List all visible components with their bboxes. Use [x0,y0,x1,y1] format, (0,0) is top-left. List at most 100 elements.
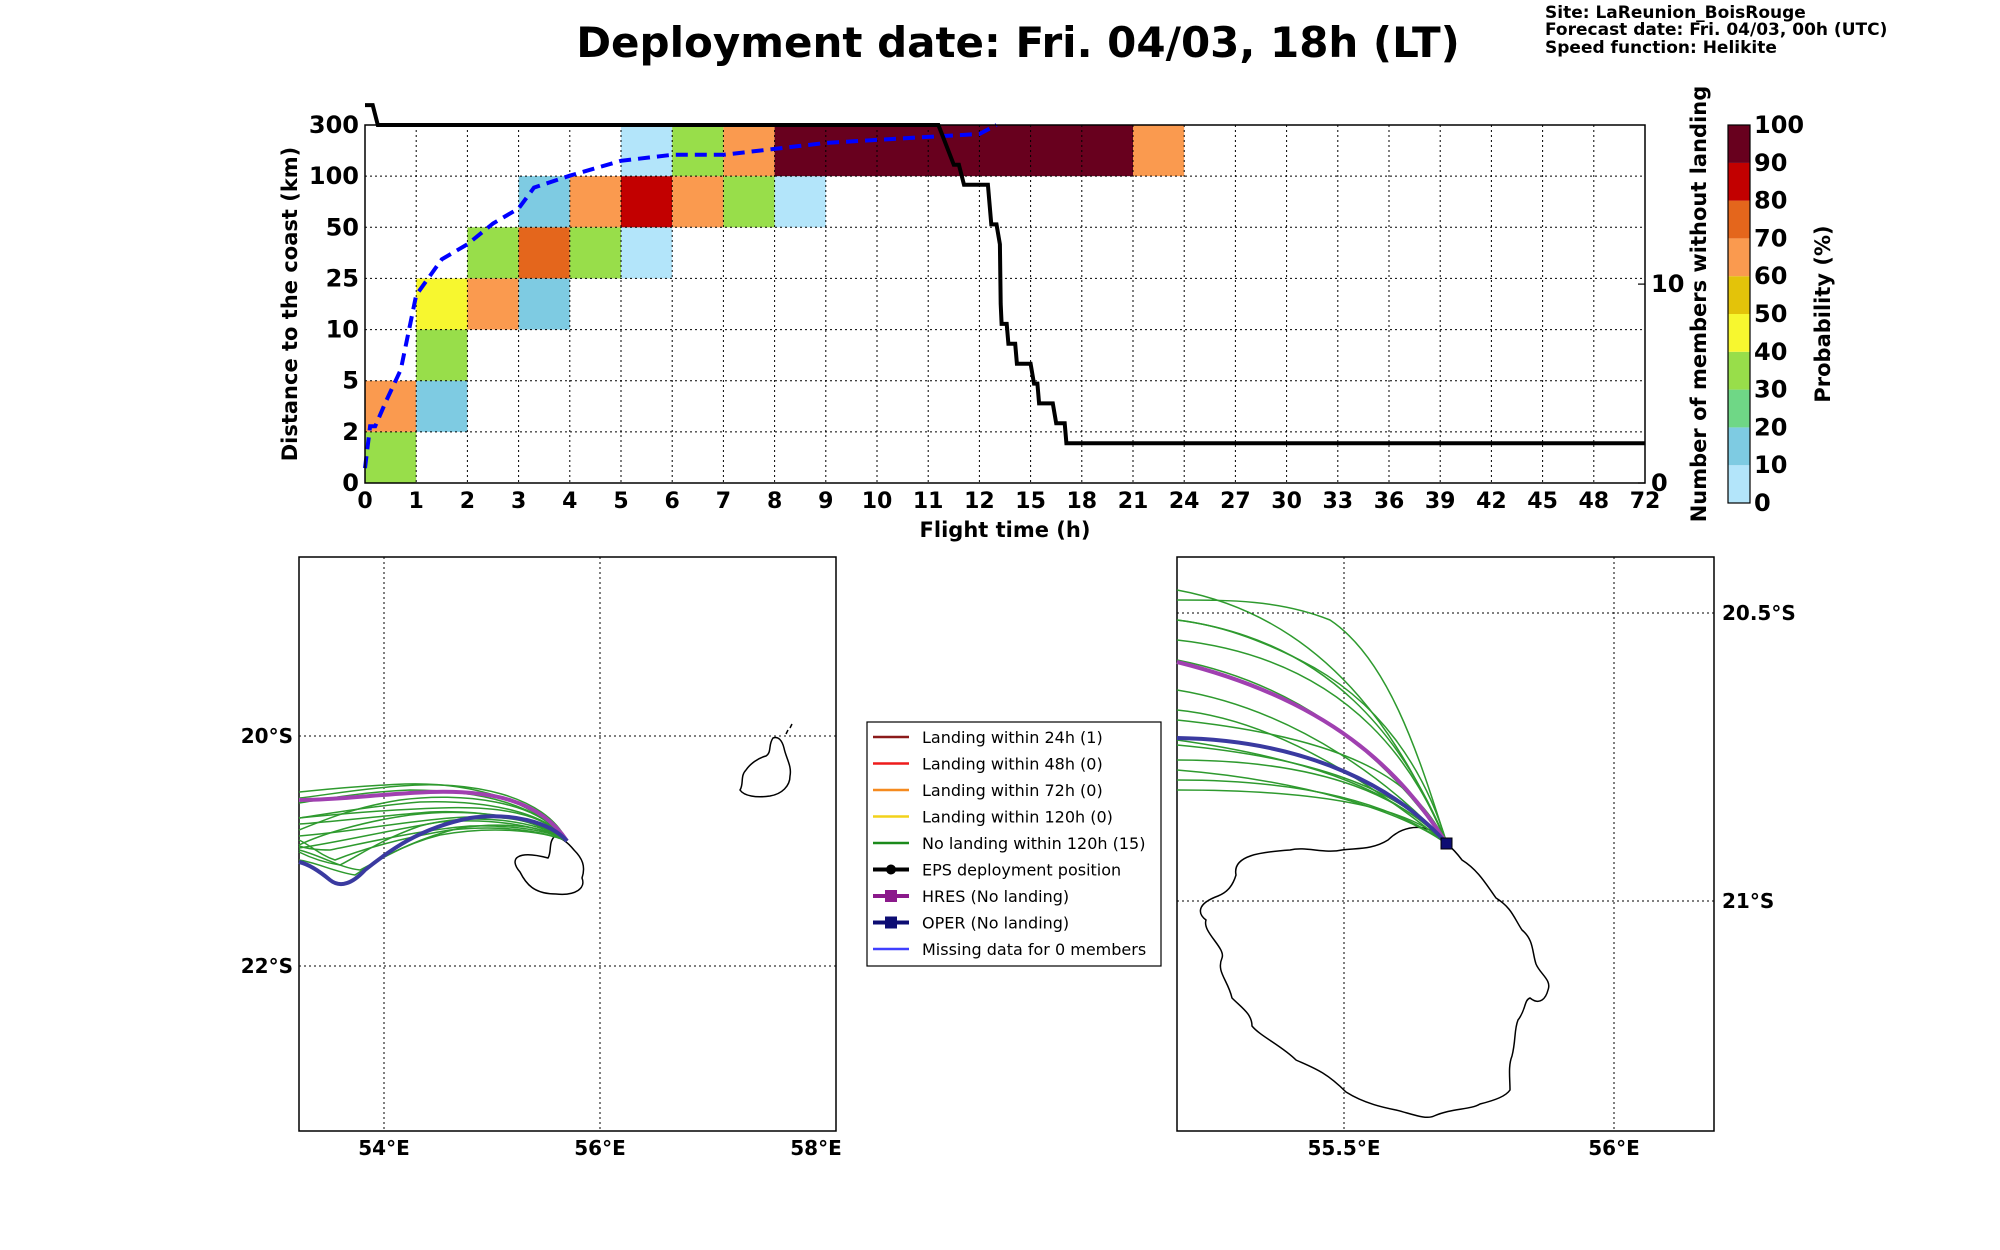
x-axis-label: Flight time (h) [920,518,1091,542]
x-tick-label: 39 [1425,489,1456,514]
legend-label: Landing within 48h (0) [922,755,1103,774]
colorbar-tick-label: 10 [1754,451,1787,479]
colorbar-segment [1728,465,1750,503]
colorbar-tick-label: 60 [1754,262,1787,290]
x-tick-label: 8 [767,489,782,514]
heatmap-cell [621,176,673,228]
legend-marker [886,864,896,875]
forecast-info: Forecast date: Fri. 04/03, 00h (UTC) [1545,20,1887,40]
x-tick-label: 3 [511,489,526,514]
legend-label: Landing within 120h (0) [922,808,1113,827]
x-tick-label: 9 [818,489,833,514]
heatmap-cell [723,125,775,177]
left-map-y-tick: 20°S [241,724,293,748]
legend-label: HRES (No landing) [922,887,1069,906]
x-tick-label: 15 [1015,489,1046,514]
right-map-grid [1177,557,1714,1131]
x-tick-label: 27 [1220,489,1251,514]
colorbar-segment [1728,351,1750,390]
colorbar-segment [1728,314,1750,352]
heatmap-cell [365,431,417,483]
heatmap-cell [518,278,570,330]
colorbar-tick-label: 0 [1754,489,1771,517]
heatmap-cell [774,176,826,228]
heatmap-cell [416,329,468,381]
colorbar-segment [1728,125,1750,163]
y-tick-label: 2 [342,418,359,446]
legend-frame [866,721,1162,967]
members-without-landing-line [365,103,1645,446]
y-tick-label: 5 [342,367,359,395]
colorbar-tick-label: 40 [1754,338,1787,366]
colorbar-label: Probability (%) [1811,225,1835,402]
right-map-y-tick: 20.5°S [1722,601,1796,625]
y2-tick-labels: 0 10 [1638,270,1684,497]
colorbar-tick-label: 80 [1754,187,1787,215]
legend-label: OPER (No landing) [922,914,1069,933]
colorbar-segment [1728,427,1750,466]
left-map-y-tick: 22°S [241,954,293,978]
left-map-ensemble-tracks [298,783,568,876]
legend: Landing within 24h (1) Landing within 48h… [866,721,1162,967]
colorbar-tick-label: 100 [1754,111,1804,139]
legend-label: Landing within 72h (0) [922,781,1103,800]
x-tick-label: 12 [964,489,995,514]
reunion-island-large [1199,826,1550,1119]
heatmap-cell [416,380,468,432]
left-map-y-ticks: 20°S 22°S [241,724,293,978]
x-tick-label: 6 [665,489,680,514]
y-tick-label: 300 [309,111,359,139]
x-tick-label: 18 [1066,489,1097,514]
x-tick-label: 11 [913,489,944,514]
colorbar-tick-label: 30 [1754,376,1787,404]
left-map-hres-track [298,789,569,843]
y-tick-label: 25 [326,264,359,292]
y-tick-label: 100 [309,162,359,190]
right-map-y-ticks: 20.5°S 21°S [1722,601,1796,913]
x-tick-label: 42 [1476,489,1507,514]
left-map-oper-track [298,814,569,887]
y-axis-label: Distance to the coast (km) [278,147,302,462]
y-tick-label: 0 [342,469,359,497]
colorbar-segment [1728,276,1750,314]
median-distance-line [363,123,998,469]
left-map-x-tick: 54°E [358,1136,410,1160]
x-tick-label: 30 [1271,489,1302,514]
x-tick-label: 7 [716,489,731,514]
colorbar-tick-label: 90 [1754,149,1787,177]
y2-tick-label: 0 [1651,469,1668,497]
colorbar [1728,125,1750,503]
chart-title: Deployment date: Fri. 04/03, 18h (LT) [576,18,1460,67]
legend-label: No landing within 120h (15) [922,834,1145,853]
colorbar-tick-label: 20 [1754,413,1787,441]
right-map-oper-track [1176,736,1449,846]
x-tick-label: 33 [1322,489,1353,514]
y-tick-label: 10 [326,316,359,344]
x-tick-label: 1 [409,489,424,514]
legend-items: Landing within 24h (1) Landing within 48h… [873,728,1146,959]
heatmap-cell [621,125,673,177]
right-map-x-tick: 55.5°E [1307,1136,1380,1160]
colorbar-segment [1728,389,1750,428]
right-map-ensemble-tracks [1176,589,1448,845]
legend-label: EPS deployment position [922,861,1121,880]
x-tick-label: 5 [613,489,628,514]
mauritius-island [739,723,793,798]
left-map-x-tick: 58°E [790,1136,842,1160]
right-map-y-tick: 21°S [1722,889,1774,913]
heatmap-cell [365,380,417,432]
y2-tick-label: 10 [1651,270,1684,298]
y-tick-label: 50 [326,213,359,241]
colorbar-segment [1728,200,1750,239]
right-map-x-ticks: 55.5°E 56°E [1307,1136,1639,1160]
right-map-hres-track [1176,660,1449,846]
heatmap-cell [518,176,570,228]
x-tick-label: 10 [862,489,893,514]
heatmap-grid [365,125,1645,483]
right-map [1176,556,1715,1132]
speed-info: Speed function: Helikite [1545,38,1777,58]
x-tick-labels: 0 1 2 3 4 5 6 7 8 9 10 11 12 15 18 21 24 27 30 33 36 39 42 45 48… [357,489,1660,514]
deployment-position-marker [1440,837,1453,850]
heatmap-cell [467,278,519,330]
